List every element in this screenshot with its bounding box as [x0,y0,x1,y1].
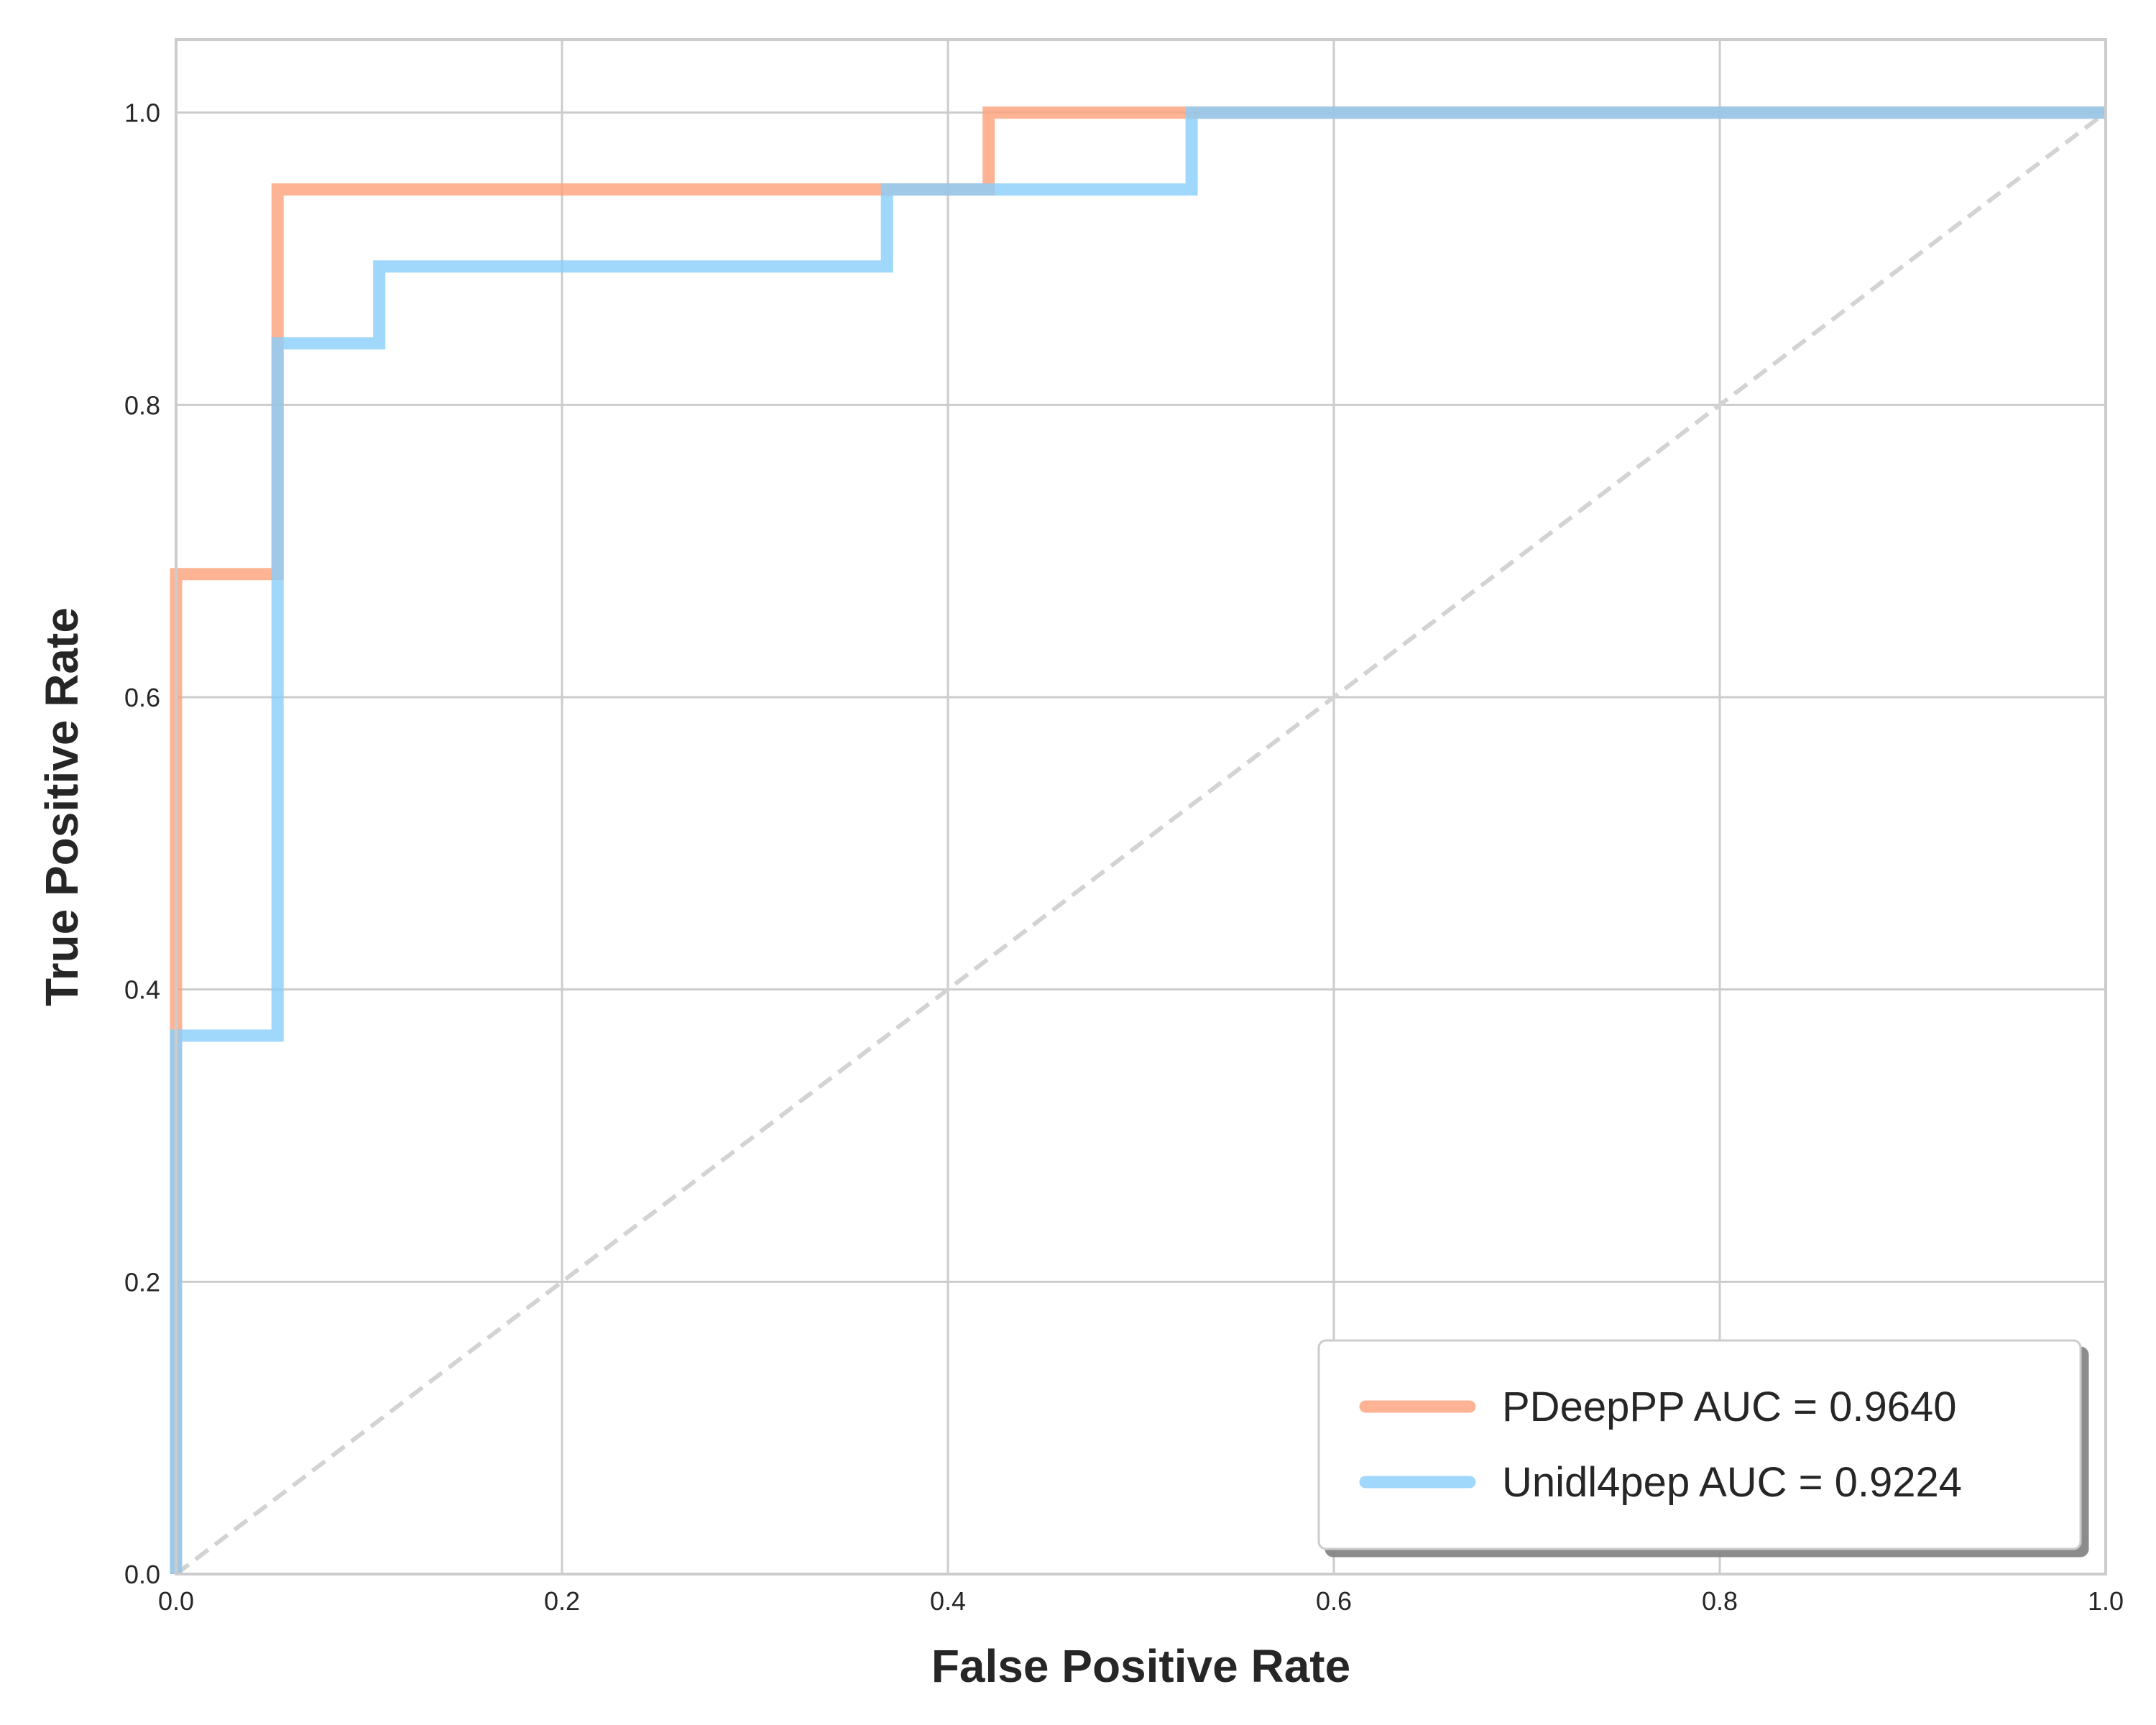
y-axis-ticks: 0.0 0.2 0.4 0.6 0.8 1.0 [124,98,160,1589]
x-tick-label: 0.6 [1316,1586,1352,1616]
y-tick-label: 0.6 [124,683,160,712]
x-tick-label: 0.0 [158,1586,194,1616]
legend-label-series-1: PDeepPP AUC = 0.9640 [1502,1384,1957,1430]
legend: PDeepPP AUC = 0.9640 Unidl4pep AUC = 0.92… [1317,1339,2082,1550]
x-axis-ticks: 0.0 0.2 0.4 0.6 0.8 1.0 [158,1586,2124,1616]
legend-label-series-2: Unidl4pep AUC = 0.9224 [1502,1459,1962,1506]
y-tick-label: 1.0 [124,98,160,128]
legend-entries: PDeepPP AUC = 0.9640 Unidl4pep AUC = 0.92… [1359,1384,1962,1506]
y-tick-label: 0.4 [124,975,160,1005]
x-tick-label: 0.2 [544,1586,580,1616]
y-axis-title: True Positive Rate [36,607,88,1006]
plot-frame [175,38,2107,1576]
y-tick-label: 0.2 [124,1267,160,1297]
legend-box [1317,1339,2082,1550]
x-axis-title: False Positive Rate [931,1640,1350,1692]
roc-curve-series-2 [170,106,2106,1574]
y-tick-label: 0.0 [124,1560,160,1589]
x-tick-label: 1.0 [2088,1586,2124,1616]
x-tick-label: 0.8 [1702,1586,1738,1616]
x-tick-label: 0.4 [930,1586,966,1616]
y-tick-label: 0.8 [124,390,160,420]
chance-diagonal-line [175,111,2107,1576]
